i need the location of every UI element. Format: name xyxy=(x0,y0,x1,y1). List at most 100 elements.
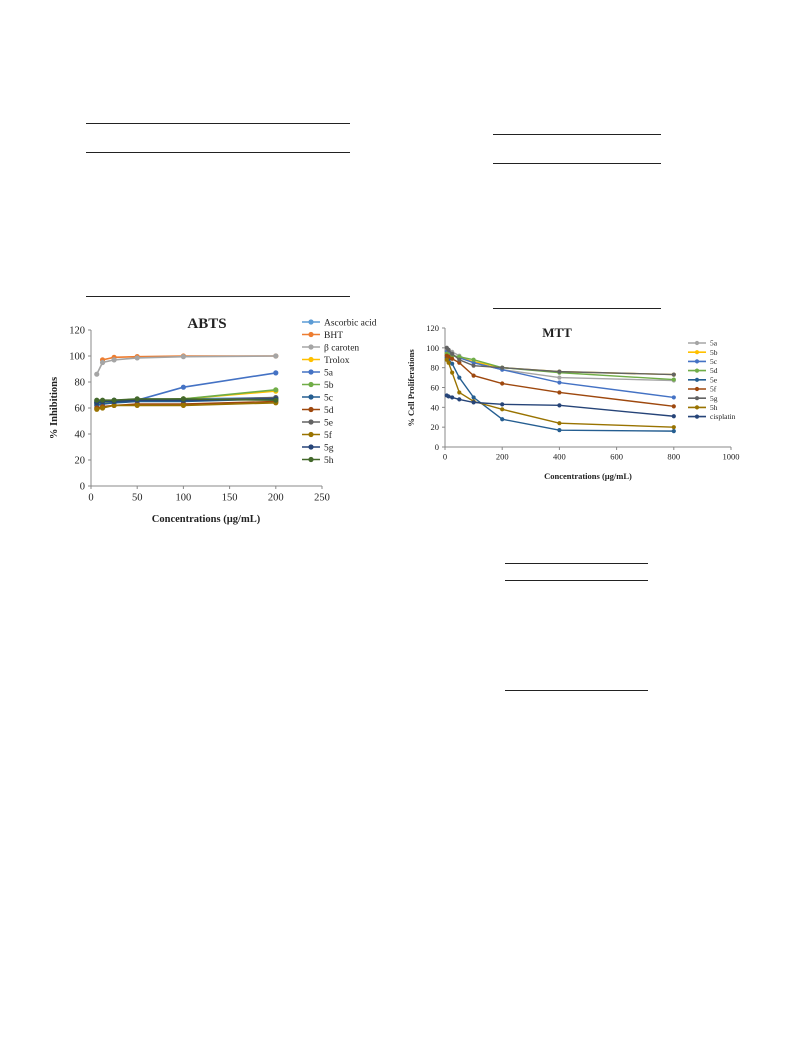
data-point xyxy=(557,390,562,395)
data-point xyxy=(111,397,117,403)
legend-label: 5h xyxy=(324,456,334,466)
legend-swatch-marker xyxy=(308,406,314,413)
series-line xyxy=(446,357,674,432)
legend-swatch-marker xyxy=(308,381,314,388)
data-point xyxy=(671,414,676,419)
plot-area: 0 20 40 60 80 100 120 0 200 400 600 800 1000 xyxy=(426,323,739,462)
data-point xyxy=(557,421,562,426)
legend-swatch-marker xyxy=(308,356,314,363)
data-point xyxy=(94,406,100,412)
legend-swatch-marker xyxy=(308,344,314,350)
legend-swatch-marker xyxy=(694,377,700,382)
data-point xyxy=(557,380,562,385)
y-tick-label: 80 xyxy=(75,378,86,389)
legend-label: Trolox xyxy=(324,356,350,366)
data-point xyxy=(446,347,451,352)
y-axis-label: % Inhibitions xyxy=(49,377,60,439)
data-point xyxy=(500,417,505,422)
rule-left-1 xyxy=(86,123,350,124)
legend: Ascorbic acid BHT β caroten Trolox 5a 5b 5c 5d 5… xyxy=(302,318,377,466)
data-point xyxy=(500,402,505,407)
rule-right-2 xyxy=(493,163,661,164)
data-point xyxy=(450,370,455,375)
legend-label: 5c xyxy=(710,357,718,366)
rule-right-4 xyxy=(505,563,648,564)
x-tick-label: 200 xyxy=(496,452,509,462)
data-point xyxy=(450,395,455,400)
data-point xyxy=(500,407,505,412)
data-point xyxy=(94,371,100,377)
data-point xyxy=(671,404,676,409)
x-tick-label: 0 xyxy=(88,493,93,504)
y-tick-label: 0 xyxy=(80,482,85,493)
data-point xyxy=(457,375,462,380)
y-tick-label: 20 xyxy=(75,456,86,467)
mtt-chart: MTT % Cell Proliferations Concentrations… xyxy=(406,323,740,481)
x-tick-label: 600 xyxy=(610,452,623,462)
data-point xyxy=(111,357,117,363)
data-point xyxy=(457,357,462,362)
y-tick-label: 60 xyxy=(431,382,440,392)
legend-swatch-marker xyxy=(694,405,700,410)
legend-swatch-marker xyxy=(308,319,314,325)
legend-swatch-marker xyxy=(694,386,700,392)
legend-label: 5g xyxy=(324,443,334,453)
rule-right-5 xyxy=(505,580,648,581)
data-point xyxy=(471,360,476,365)
legend-label: BHT xyxy=(324,331,343,341)
data-point xyxy=(111,402,117,408)
legend-label: 5f xyxy=(324,430,333,441)
chart-title: MTT xyxy=(542,325,572,340)
legend-swatch-marker xyxy=(308,431,314,438)
legend-label: cisplatin xyxy=(710,412,736,421)
legend-label: 5d xyxy=(324,406,334,416)
legend-label: Ascorbic acid xyxy=(324,318,377,328)
data-point xyxy=(273,353,279,359)
legend-swatch-marker xyxy=(308,331,314,338)
data-point xyxy=(457,397,462,402)
data-point xyxy=(99,405,106,411)
x-tick-label: 200 xyxy=(268,493,284,504)
legend-label: 5d xyxy=(710,366,718,375)
legend-swatch-marker xyxy=(694,359,700,364)
data-point xyxy=(273,397,279,403)
data-point xyxy=(180,396,186,402)
y-tick-label: 80 xyxy=(431,363,440,373)
data-point xyxy=(273,370,279,376)
x-axis-label: Concentrations (µg/mL) xyxy=(544,471,632,481)
data-point xyxy=(180,354,186,360)
legend-swatch-marker xyxy=(308,456,314,463)
x-axis-label: Concentrations (µg/mL) xyxy=(152,514,261,525)
legend-swatch-marker xyxy=(694,350,700,355)
data-point xyxy=(450,351,455,356)
data-point xyxy=(557,403,562,408)
legend-label: 5e xyxy=(710,375,718,384)
data-point xyxy=(450,361,455,366)
rule-right-1 xyxy=(493,134,661,135)
y-tick-label: 120 xyxy=(426,323,439,333)
y-tick-label: 40 xyxy=(431,402,440,412)
legend-label: 5c xyxy=(324,393,333,403)
legend-label: 5g xyxy=(710,394,718,403)
data-point xyxy=(99,397,106,403)
data-point xyxy=(671,395,676,400)
y-tick-label: 20 xyxy=(431,422,440,432)
data-point xyxy=(180,402,186,408)
legend-swatch-marker xyxy=(308,444,314,450)
series-line xyxy=(96,355,276,375)
data-point xyxy=(457,390,462,395)
legend-swatch-marker xyxy=(308,369,314,375)
y-tick-label: 100 xyxy=(69,352,85,363)
legend-label: 5a xyxy=(324,368,334,378)
abts-chart: ABTS % Inhibitions Concentrations (µg/mL… xyxy=(49,316,377,525)
data-point xyxy=(134,402,140,408)
data-point xyxy=(500,365,505,370)
y-tick-label: 40 xyxy=(75,430,86,441)
data-point xyxy=(557,428,562,433)
data-point xyxy=(671,372,676,377)
data-point xyxy=(671,429,676,434)
chart-title: ABTS xyxy=(187,316,226,332)
data-point xyxy=(457,360,462,365)
data-point xyxy=(134,396,140,402)
